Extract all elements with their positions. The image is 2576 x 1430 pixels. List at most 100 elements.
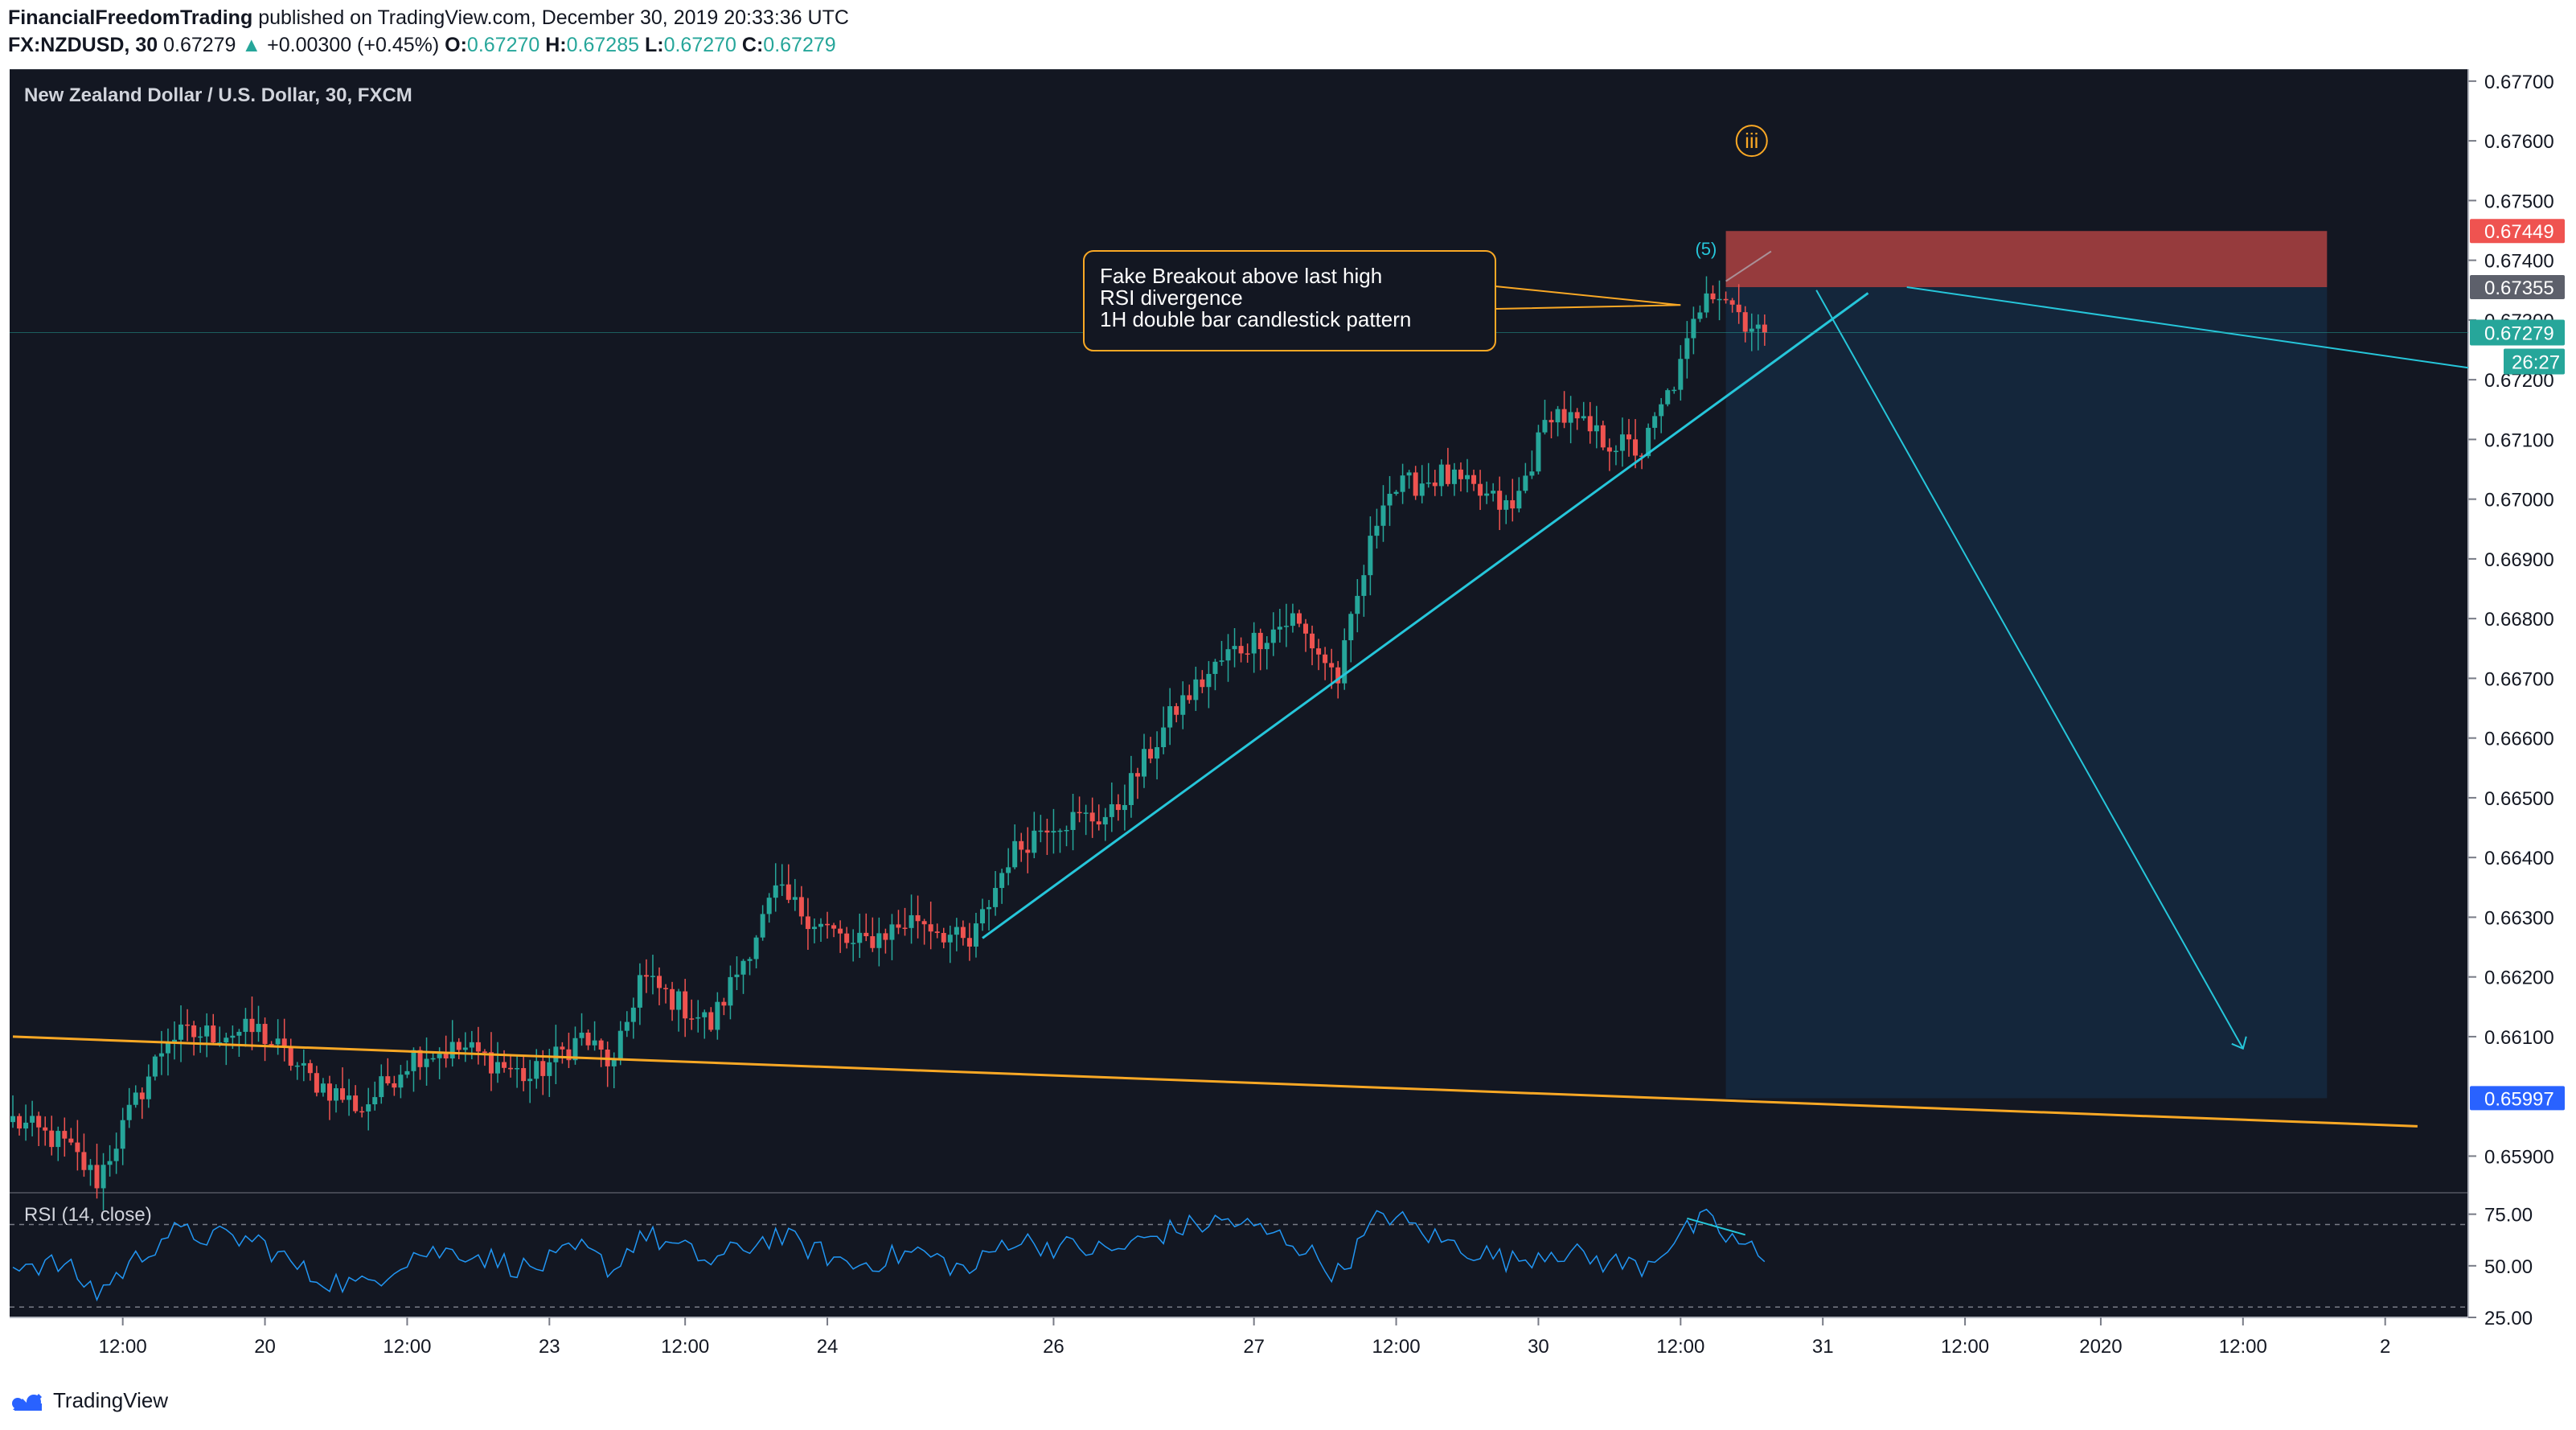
candle[interactable]: [36, 1112, 42, 1147]
candles[interactable]: [10, 276, 1767, 1210]
candle[interactable]: [1451, 462, 1457, 496]
candle[interactable]: [243, 1008, 248, 1047]
candle[interactable]: [1193, 666, 1199, 711]
candle[interactable]: [236, 1029, 242, 1058]
candle[interactable]: [851, 929, 856, 962]
chart-svg[interactable]: 0.65900 0.66100 0.66200 0.66300 0.66400 0.665…: [10, 69, 2566, 1372]
candle[interactable]: [1613, 445, 1618, 466]
candle[interactable]: [1704, 276, 1709, 318]
candle[interactable]: [1568, 396, 1573, 444]
candle[interactable]: [198, 1027, 203, 1054]
candle[interactable]: [643, 959, 649, 993]
candle[interactable]: [30, 1100, 35, 1136]
candle[interactable]: [1742, 306, 1748, 343]
candle[interactable]: [1083, 804, 1089, 836]
candle[interactable]: [482, 1049, 487, 1066]
candle[interactable]: [49, 1116, 55, 1156]
candle[interactable]: [792, 878, 798, 911]
candle[interactable]: [120, 1107, 125, 1165]
candle[interactable]: [1419, 465, 1425, 503]
last-price-tag[interactable]: 0.67279 26:27: [2470, 319, 2565, 375]
candle[interactable]: [947, 925, 953, 964]
candle[interactable]: [760, 905, 765, 941]
candle[interactable]: [1148, 737, 1154, 763]
candle[interactable]: [585, 1029, 591, 1050]
candle[interactable]: [281, 1018, 287, 1062]
candle[interactable]: [527, 1059, 533, 1103]
candle[interactable]: [1187, 684, 1192, 704]
rsi-line[interactable]: [12, 1208, 1766, 1302]
candle[interactable]: [1626, 418, 1631, 457]
candle[interactable]: [1516, 477, 1522, 513]
candle[interactable]: [165, 1028, 170, 1076]
candle[interactable]: [657, 967, 662, 1005]
candle[interactable]: [249, 996, 255, 1050]
candle[interactable]: [708, 1007, 714, 1032]
candle[interactable]: [126, 1087, 132, 1128]
candle[interactable]: [1438, 459, 1444, 496]
candle[interactable]: [1594, 405, 1599, 449]
candle[interactable]: [307, 1059, 313, 1081]
candle[interactable]: [100, 1153, 106, 1210]
candle[interactable]: [1064, 825, 1069, 847]
candle[interactable]: [1019, 832, 1024, 862]
candle[interactable]: [889, 914, 895, 960]
candle[interactable]: [728, 965, 733, 1020]
candle[interactable]: [340, 1067, 346, 1103]
candle[interactable]: [993, 871, 999, 916]
candle[interactable]: [1478, 470, 1483, 511]
candle[interactable]: [624, 1011, 630, 1038]
candle[interactable]: [1406, 470, 1412, 489]
candle[interactable]: [987, 899, 992, 931]
candle[interactable]: [133, 1085, 138, 1108]
candle[interactable]: [275, 1019, 281, 1055]
candle[interactable]: [1361, 565, 1367, 617]
candle[interactable]: [256, 1005, 261, 1042]
candle[interactable]: [495, 1042, 500, 1083]
candle[interactable]: [1277, 609, 1282, 643]
candle[interactable]: [598, 1038, 604, 1067]
candle[interactable]: [1310, 625, 1315, 666]
candle[interactable]: [10, 1095, 15, 1128]
candle[interactable]: [1561, 391, 1567, 429]
candle[interactable]: [637, 963, 642, 1025]
candle[interactable]: [88, 1159, 93, 1186]
trendline[interactable]: [982, 292, 1869, 939]
candle[interactable]: [68, 1128, 74, 1145]
candle[interactable]: [1089, 797, 1095, 838]
candle[interactable]: [928, 902, 933, 950]
candle[interactable]: [366, 1087, 371, 1131]
candle[interactable]: [811, 918, 817, 943]
candle[interactable]: [314, 1066, 319, 1097]
candle[interactable]: [818, 918, 823, 942]
candle[interactable]: [1134, 767, 1140, 799]
candle[interactable]: [1691, 306, 1696, 355]
candle[interactable]: [857, 913, 863, 959]
candle[interactable]: [1387, 475, 1393, 526]
candle[interactable]: [702, 1009, 708, 1039]
candle[interactable]: [902, 907, 908, 936]
candle[interactable]: [1225, 634, 1231, 682]
candle[interactable]: [1471, 469, 1477, 491]
candle[interactable]: [334, 1084, 338, 1113]
candle[interactable]: [1342, 628, 1347, 690]
candle[interactable]: [1736, 284, 1741, 324]
candle[interactable]: [863, 913, 869, 942]
price-tag[interactable]: 0.67355: [2470, 275, 2565, 300]
candle[interactable]: [1251, 622, 1257, 673]
candle[interactable]: [1155, 731, 1160, 780]
price-axis[interactable]: 0.65900 0.66100 0.66200 0.66300 0.66400 0.665…: [2468, 72, 2554, 1329]
candle[interactable]: [870, 917, 876, 952]
candle[interactable]: [1374, 508, 1380, 549]
candle[interactable]: [1368, 516, 1373, 596]
candle[interactable]: [695, 1000, 701, 1033]
candle[interactable]: [515, 1056, 520, 1088]
candle[interactable]: [896, 910, 901, 935]
candle[interactable]: [1167, 688, 1173, 746]
candle[interactable]: [508, 1054, 514, 1078]
author-name[interactable]: FinancialFreedomTrading: [8, 6, 253, 29]
candle[interactable]: [1077, 796, 1082, 823]
candle[interactable]: [158, 1030, 164, 1075]
candle[interactable]: [1025, 827, 1031, 873]
candle[interactable]: [1380, 485, 1386, 542]
